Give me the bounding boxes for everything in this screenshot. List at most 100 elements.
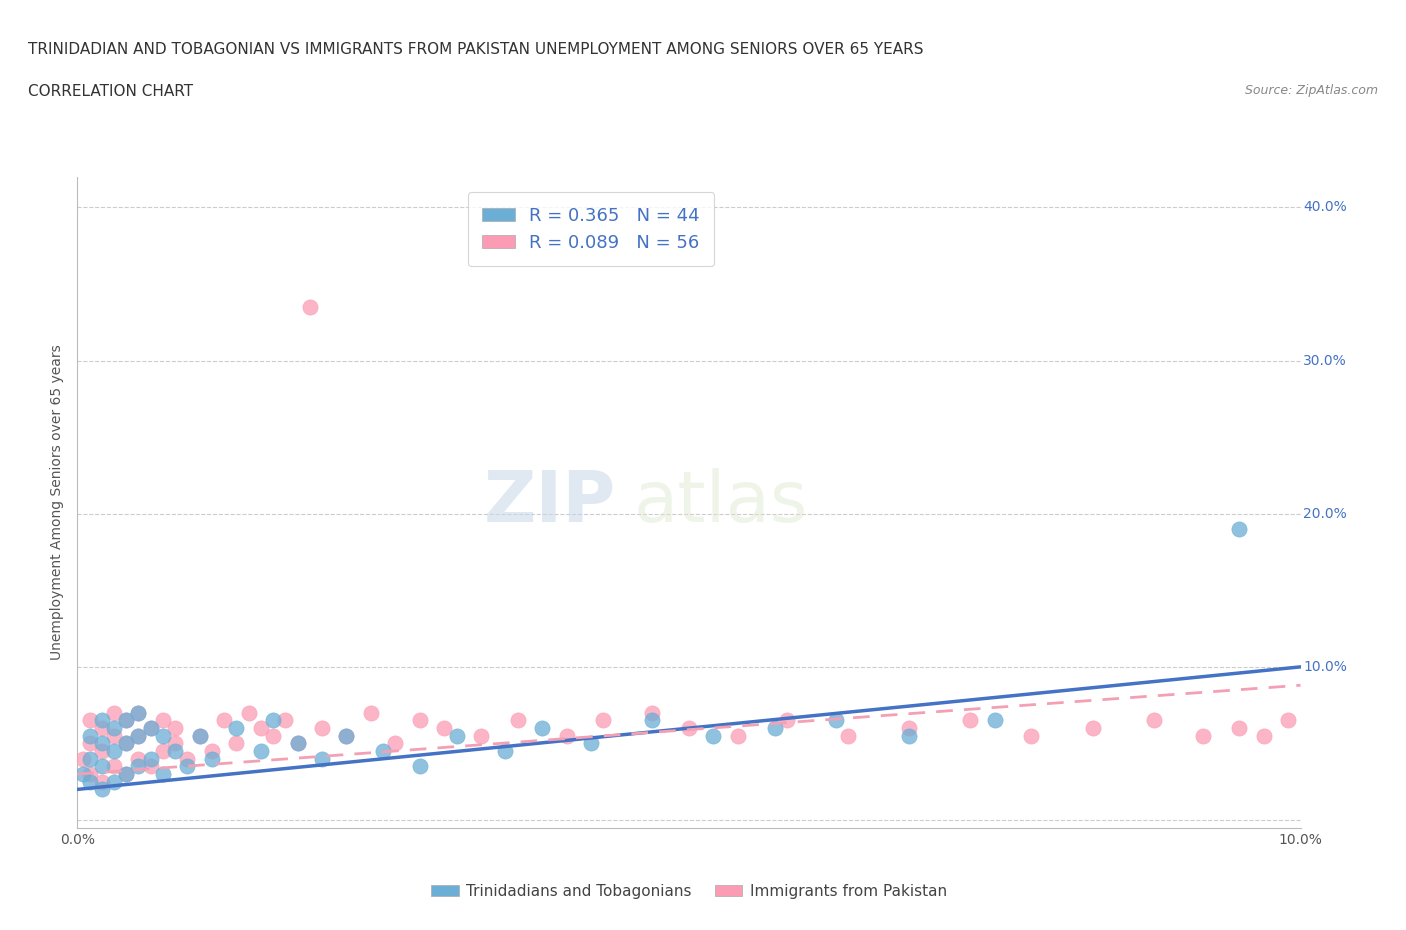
- Point: [115, 766, 138, 781]
- Point: [1191, 728, 1213, 743]
- Point: [152, 766, 174, 781]
- Point: [1229, 522, 1251, 537]
- Text: 10.0%: 10.0%: [1303, 660, 1347, 674]
- Point: [898, 721, 921, 736]
- Point: [72, 766, 94, 781]
- Point: [139, 721, 162, 736]
- Text: atlas: atlas: [634, 468, 808, 537]
- Text: Source: ZipAtlas.com: Source: ZipAtlas.com: [1244, 84, 1378, 97]
- Point: [165, 721, 187, 736]
- Point: [409, 713, 432, 728]
- Point: [506, 713, 529, 728]
- Point: [115, 736, 138, 751]
- Point: [495, 744, 517, 759]
- Text: TRINIDADIAN AND TOBAGONIAN VS IMMIGRANTS FROM PAKISTAN UNEMPLOYMENT AMONG SENIOR: TRINIDADIAN AND TOBAGONIAN VS IMMIGRANTS…: [28, 42, 924, 57]
- Point: [837, 728, 859, 743]
- Point: [212, 713, 235, 728]
- Point: [139, 759, 162, 774]
- Point: [225, 721, 247, 736]
- Point: [274, 713, 297, 728]
- Point: [79, 775, 101, 790]
- Point: [90, 736, 112, 751]
- Point: [250, 721, 273, 736]
- Point: [176, 759, 198, 774]
- Point: [360, 705, 382, 720]
- Point: [1021, 728, 1043, 743]
- Point: [1277, 713, 1299, 728]
- Point: [702, 728, 724, 743]
- Point: [763, 721, 786, 736]
- Point: [90, 713, 112, 728]
- Point: [90, 782, 112, 797]
- Point: [287, 736, 309, 751]
- Point: [238, 705, 260, 720]
- Point: [152, 744, 174, 759]
- Point: [898, 728, 921, 743]
- Point: [188, 728, 211, 743]
- Point: [335, 728, 357, 743]
- Point: [824, 713, 846, 728]
- Text: 20.0%: 20.0%: [1303, 507, 1347, 521]
- Point: [311, 751, 333, 766]
- Point: [79, 736, 101, 751]
- Point: [592, 713, 614, 728]
- Point: [1229, 721, 1251, 736]
- Point: [176, 751, 198, 766]
- Point: [152, 728, 174, 743]
- Text: ZIP: ZIP: [484, 468, 616, 537]
- Point: [446, 728, 468, 743]
- Point: [959, 713, 981, 728]
- Point: [371, 744, 394, 759]
- Point: [103, 705, 125, 720]
- Point: [90, 759, 112, 774]
- Point: [115, 713, 138, 728]
- Point: [103, 759, 125, 774]
- Point: [250, 744, 273, 759]
- Point: [79, 766, 101, 781]
- Point: [555, 728, 578, 743]
- Point: [335, 728, 357, 743]
- Point: [409, 759, 432, 774]
- Point: [115, 736, 138, 751]
- Point: [579, 736, 602, 751]
- Point: [139, 721, 162, 736]
- Point: [262, 728, 284, 743]
- Point: [298, 299, 321, 314]
- Point: [103, 775, 125, 790]
- Point: [127, 751, 149, 766]
- Point: [127, 728, 149, 743]
- Point: [287, 736, 309, 751]
- Point: [433, 721, 456, 736]
- Point: [678, 721, 700, 736]
- Point: [79, 713, 101, 728]
- Point: [311, 721, 333, 736]
- Point: [641, 705, 664, 720]
- Point: [776, 713, 799, 728]
- Point: [90, 721, 112, 736]
- Point: [127, 705, 149, 720]
- Point: [165, 744, 187, 759]
- Point: [90, 775, 112, 790]
- Y-axis label: Unemployment Among Seniors over 65 years: Unemployment Among Seniors over 65 years: [51, 344, 65, 660]
- Point: [152, 713, 174, 728]
- Point: [1253, 728, 1275, 743]
- Point: [727, 728, 749, 743]
- Point: [165, 736, 187, 751]
- Text: 30.0%: 30.0%: [1303, 353, 1347, 367]
- Point: [384, 736, 406, 751]
- Point: [201, 744, 224, 759]
- Point: [127, 728, 149, 743]
- Point: [90, 744, 112, 759]
- Point: [531, 721, 554, 736]
- Point: [103, 744, 125, 759]
- Point: [188, 728, 211, 743]
- Point: [262, 713, 284, 728]
- Point: [115, 766, 138, 781]
- Point: [225, 736, 247, 751]
- Point: [470, 728, 492, 743]
- Point: [79, 728, 101, 743]
- Point: [127, 759, 149, 774]
- Point: [984, 713, 1007, 728]
- Point: [1143, 713, 1166, 728]
- Legend: Trinidadians and Tobagonians, Immigrants from Pakistan: Trinidadians and Tobagonians, Immigrants…: [425, 878, 953, 905]
